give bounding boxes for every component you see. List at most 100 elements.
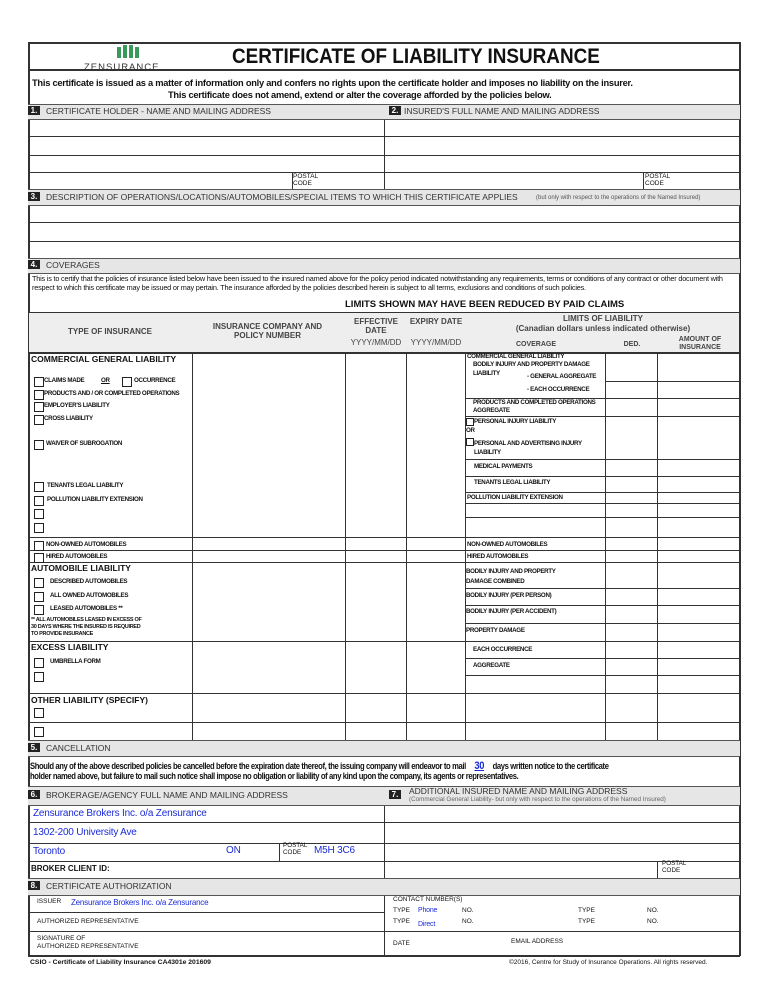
divider — [384, 104, 385, 189]
divider — [657, 861, 658, 878]
section-4-header — [28, 258, 740, 274]
divider — [465, 517, 605, 518]
divider — [605, 476, 740, 477]
all-owned-checkbox[interactable] — [34, 592, 44, 602]
divider — [605, 336, 606, 740]
copyright: ©2016, Centre for Study of Insurance Ope… — [509, 959, 708, 966]
cov-label: - EACH OCCURRENCE — [527, 386, 590, 393]
divider — [605, 398, 740, 399]
section-7-title: ADDITIONAL INSURED NAME AND MAILING ADDR… — [409, 786, 628, 796]
umbrella-checkbox[interactable] — [34, 658, 44, 668]
divider — [292, 172, 293, 189]
section-3-header — [28, 189, 740, 206]
divider — [465, 503, 605, 504]
divider — [279, 843, 280, 861]
section-3-note: (but only with respect to the operations… — [536, 195, 701, 201]
section-5-title: CANCELLATION — [46, 743, 111, 753]
divider — [465, 416, 605, 417]
personal-injury-checkbox[interactable] — [466, 418, 474, 426]
blank-checkbox[interactable] — [34, 509, 44, 519]
divider — [739, 42, 741, 956]
advertising-injury-checkbox[interactable] — [466, 438, 474, 446]
divider — [605, 492, 740, 493]
col-amount-header: AMOUNT OF INSURANCE — [678, 336, 722, 351]
email-label: EMAIL ADDRESS — [511, 938, 564, 945]
col-ded-header: DED. — [623, 341, 641, 348]
divider — [605, 517, 740, 518]
signature-label: SIGNATURE OF — [37, 935, 86, 942]
col-expiry-header: EXPIRY DATE — [409, 317, 463, 326]
divider — [465, 588, 740, 589]
divider — [605, 416, 740, 417]
pollution-checkbox[interactable] — [34, 496, 44, 506]
date-format: YYYY/MM/DD — [350, 338, 402, 347]
blank-checkbox[interactable] — [34, 727, 44, 737]
section-number: 1. — [28, 106, 40, 115]
section-number: 7. — [389, 790, 401, 799]
cov-label: LIABILITY — [474, 449, 501, 456]
section-7-note: (Commercial General Liability- but only … — [409, 796, 666, 803]
cov-label: PROPERTY DAMAGE — [466, 627, 525, 634]
broker-client-id-label: BROKER CLIENT ID: — [31, 864, 110, 873]
excess-heading: EXCESS LIABILITY — [31, 642, 109, 652]
occurrence-checkbox[interactable] — [122, 377, 132, 387]
cov-label: POLLUTION LIABILITY EXTENSION — [467, 494, 563, 501]
leased-checkbox[interactable] — [34, 605, 44, 615]
contact-label: CONTACT NUMBER(S) — [393, 896, 463, 903]
divider — [28, 42, 30, 956]
divider — [28, 352, 740, 354]
divider — [28, 42, 740, 44]
waiver-checkbox[interactable] — [34, 440, 44, 450]
disclaimer-2: This certificate does not amend, extend … — [168, 90, 552, 100]
cov-label: PRODUCTS AND COMPLETED OPERATIONS — [473, 399, 596, 406]
described-checkbox[interactable] — [34, 578, 44, 588]
section-number: 6. — [28, 790, 40, 799]
label: OCCURRENCE — [134, 377, 176, 384]
zensurance-logo-icon — [117, 45, 139, 58]
label: WAIVER OF SUBROGATION — [46, 440, 123, 447]
form-id: CSIO - Certificate of Liability Insuranc… — [30, 959, 211, 966]
label: PRODUCTS AND / OR COMPLETED OPERATIONS — [44, 390, 180, 397]
label: OR — [101, 377, 110, 384]
cov-label: AGGREGATE — [473, 407, 510, 414]
type-label: TYPE — [393, 918, 410, 925]
blank-checkbox[interactable] — [34, 708, 44, 718]
hired-checkbox[interactable] — [34, 553, 44, 563]
section-number: 2. — [389, 106, 401, 115]
cov-label: BODILY INJURY AND PROPERTY — [466, 568, 556, 575]
disclaimer-1: This certificate is issued as a matter o… — [32, 78, 633, 88]
divider — [28, 312, 740, 313]
non-owned-checkbox[interactable] — [34, 541, 44, 551]
divider — [28, 641, 740, 642]
employers-liability-checkbox[interactable] — [34, 402, 44, 412]
cov-label: HIRED AUTOMOBILES — [467, 553, 529, 560]
divider — [605, 459, 740, 460]
products-checkbox[interactable] — [34, 390, 44, 400]
col-type-header: TYPE OF INSURANCE — [67, 327, 152, 336]
other-heading: OTHER LIABILITY (SPECIFY) — [31, 695, 148, 705]
label: HIRED AUTOMOBILES — [46, 553, 108, 560]
label: UMBRELLA FORM — [50, 658, 101, 665]
blank-checkbox[interactable] — [34, 672, 44, 682]
label: NON-OWNED AUTOMOBILES — [46, 541, 127, 548]
no-label: NO. — [647, 907, 659, 914]
cross-liability-checkbox[interactable] — [34, 415, 44, 425]
label: TENANTS LEGAL LIABILITY — [47, 482, 124, 489]
cov-label: PERSONAL INJURY LIABILITY — [474, 418, 557, 425]
divider — [465, 312, 466, 740]
divider — [384, 895, 385, 955]
claims-made-checkbox[interactable] — [34, 377, 44, 387]
cancellation-text-2: holder named above, but failure to mail … — [30, 771, 519, 781]
col-limits-header: LIMITS OF LIABILITY — [563, 314, 643, 323]
blank-checkbox[interactable] — [34, 523, 44, 533]
divider — [28, 722, 740, 723]
tenants-checkbox[interactable] — [34, 482, 44, 492]
divider — [28, 241, 740, 242]
cov-label: PERSONAL AND ADVERTISING INJURY — [474, 440, 582, 447]
cov-label: - GENERAL AGGREGATE — [527, 373, 597, 380]
issuer-value: Zensurance Brokers Inc. o/a Zensurance — [71, 898, 209, 907]
limits-subtitle: (Canadian dollars unless indicated other… — [515, 324, 691, 333]
label: LEASED AUTOMOBILES ** — [50, 605, 123, 612]
coverage-statement: This is to certify that the policies of … — [32, 274, 723, 292]
